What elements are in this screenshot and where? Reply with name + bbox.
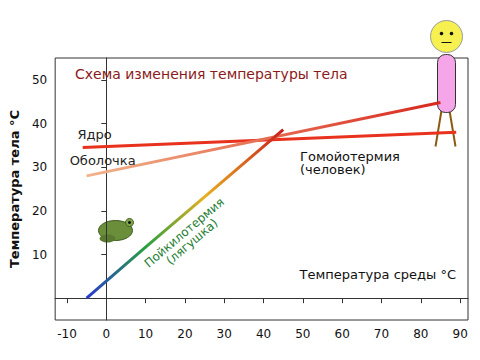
svg-text:50: 50	[295, 327, 310, 341]
svg-text:Гомойотермия: Гомойотермия	[300, 149, 400, 164]
svg-text:Температура среды °С: Температура среды °С	[299, 267, 456, 282]
svg-text:70: 70	[374, 327, 389, 341]
svg-text:80: 80	[413, 327, 428, 341]
svg-text:-10: -10	[57, 327, 77, 341]
svg-text:0: 0	[102, 327, 110, 341]
svg-text:Схема изменения температуры те: Схема изменения температуры тела	[75, 66, 348, 82]
svg-text:40: 40	[256, 327, 271, 341]
svg-text:Оболочка: Оболочка	[70, 153, 136, 168]
svg-text:30: 30	[217, 327, 232, 341]
svg-text:60: 60	[335, 327, 350, 341]
svg-text:50: 50	[32, 73, 47, 87]
svg-text:30: 30	[32, 160, 47, 174]
svg-text:20: 20	[177, 327, 192, 341]
svg-text:Ядро: Ядро	[78, 127, 112, 142]
svg-text:10: 10	[138, 327, 153, 341]
svg-text:10: 10	[32, 248, 47, 262]
svg-text:20: 20	[32, 204, 47, 218]
svg-text:(лягушка): (лягушка)	[163, 216, 220, 268]
svg-text:Пойкилотермия: Пойкилотермия	[141, 195, 226, 271]
svg-text:40: 40	[32, 117, 47, 131]
svg-text:Температура тела °С: Температура тела °С	[7, 110, 22, 268]
svg-text:90: 90	[452, 327, 467, 341]
svg-text:(человек): (человек)	[300, 162, 366, 177]
